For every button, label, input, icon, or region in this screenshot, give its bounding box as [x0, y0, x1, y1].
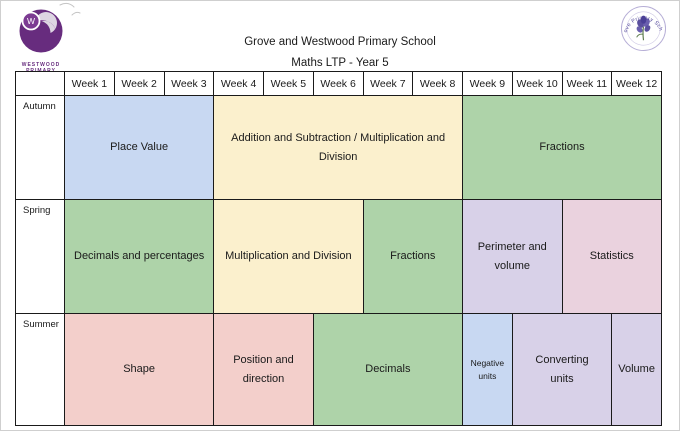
grove-logo-emblem: Grove Primary School — [618, 1, 667, 52]
week-header: Week 8 — [412, 71, 463, 96]
table-row-autumn: Autumn Place Value Addition and Subtract… — [15, 95, 662, 200]
week-header: Week 3 — [163, 71, 215, 96]
corner-cell — [15, 71, 65, 96]
week-header: Week 6 — [312, 71, 364, 96]
westwood-primary-logo: W WESTWOOD PRIMARY — [11, 6, 71, 74]
topic-block-perimeter-and-volume: Perimeter and volume — [462, 199, 563, 314]
week-header: Week 10 — [511, 71, 563, 96]
season-label-autumn: Autumn — [15, 95, 65, 200]
westwood-logo-emblem: W — [19, 9, 63, 53]
topic-block-addition-subtraction-multiplication-division: Addition and Subtraction / Multiplicatio… — [213, 95, 463, 200]
week-header: Week 12 — [611, 71, 662, 96]
week-header: Week 1 — [64, 71, 115, 96]
week-header: Week 2 — [113, 71, 165, 96]
westwood-logo-text-line1: WESTWOOD — [21, 62, 61, 68]
topic-block-fractions-autumn: Fractions — [462, 95, 662, 200]
ltp-table: Week 1 Week 2 Week 3 Week 4 Week 5 Week … — [15, 71, 662, 426]
topic-block-position-and-direction: Position and direction — [213, 313, 314, 426]
westwood-logo-letter: W — [27, 16, 35, 26]
grove-primary-logo: Grove Primary School — [618, 1, 667, 57]
topic-block-shape: Shape — [63, 313, 215, 426]
week-header: Week 5 — [263, 71, 314, 96]
page-subtitle: Maths LTP - Year 5 — [291, 57, 389, 69]
topic-block-fractions-spring: Fractions — [362, 199, 463, 314]
topic-block-converting-units: Converting units — [511, 313, 613, 426]
topic-block-decimals: Decimals — [312, 313, 464, 426]
topic-block-place-value: Place Value — [63, 95, 215, 200]
season-label-summer: Summer — [15, 313, 65, 426]
week-header: Week 11 — [561, 71, 613, 96]
topic-block-multiplication-and-division: Multiplication and Division — [213, 199, 364, 314]
topic-block-statistics: Statistics — [561, 199, 662, 314]
pencil-mark-decoration — [59, 2, 81, 16]
topic-block-negative-units: Negative units — [462, 313, 513, 426]
topic-block-volume: Volume — [611, 313, 662, 426]
week-header-row: Week 1 Week 2 Week 3 Week 4 Week 5 Week … — [15, 71, 662, 96]
week-header: Week 7 — [362, 71, 414, 96]
page-title: Grove and Westwood Primary School — [244, 36, 436, 48]
table-row-summer: Summer Shape Position and direction Deci… — [15, 313, 662, 426]
week-header: Week 9 — [462, 71, 513, 96]
topic-block-decimals-and-percentages: Decimals and percentages — [63, 199, 215, 314]
grove-logo-flower — [636, 15, 651, 41]
season-label-spring: Spring — [15, 199, 65, 314]
table-row-spring: Spring Decimals and percentages Multipli… — [15, 199, 662, 314]
week-header: Week 4 — [213, 71, 264, 96]
